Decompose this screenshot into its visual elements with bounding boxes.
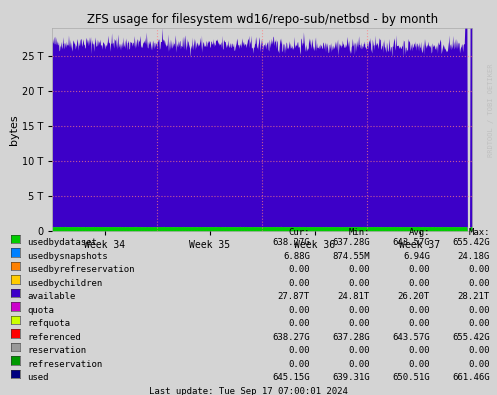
Text: Max:: Max: [469,228,490,237]
Text: referenced: referenced [27,333,81,342]
Text: 27.87T: 27.87T [278,292,310,301]
Text: 0.00: 0.00 [409,265,430,275]
Text: refquota: refquota [27,319,71,328]
Text: 0.00: 0.00 [288,360,310,369]
Text: 0.00: 0.00 [469,265,490,275]
Text: 0.00: 0.00 [348,279,370,288]
Text: 0.00: 0.00 [409,319,430,328]
Text: 26.20T: 26.20T [398,292,430,301]
Text: 6.94G: 6.94G [403,252,430,261]
Text: 874.55M: 874.55M [332,252,370,261]
Text: 0.00: 0.00 [288,346,310,356]
Text: usedbysnapshots: usedbysnapshots [27,252,108,261]
Text: 638.27G: 638.27G [272,333,310,342]
Text: Avg:: Avg: [409,228,430,237]
Text: Min:: Min: [348,228,370,237]
Text: usedbydataset: usedbydataset [27,238,97,247]
Text: 643.57G: 643.57G [392,333,430,342]
Text: reservation: reservation [27,346,86,356]
Text: Last update: Tue Sep 17 07:00:01 2024: Last update: Tue Sep 17 07:00:01 2024 [149,387,348,395]
Text: 0.00: 0.00 [348,346,370,356]
Text: 24.18G: 24.18G [458,252,490,261]
Text: 0.00: 0.00 [288,319,310,328]
Text: 0.00: 0.00 [348,265,370,275]
Text: 645.15G: 645.15G [272,373,310,382]
Text: 0.00: 0.00 [469,306,490,315]
Text: Cur:: Cur: [288,228,310,237]
Text: 0.00: 0.00 [409,279,430,288]
Text: 639.31G: 639.31G [332,373,370,382]
Text: 0.00: 0.00 [288,265,310,275]
Text: usedbyrefreservation: usedbyrefreservation [27,265,135,275]
Text: 637.28G: 637.28G [332,333,370,342]
Text: RRDTOOL / TOBI OETIKER: RRDTOOL / TOBI OETIKER [488,64,494,157]
Text: 0.00: 0.00 [348,306,370,315]
Text: 661.46G: 661.46G [452,373,490,382]
Text: 0.00: 0.00 [288,306,310,315]
Text: refreservation: refreservation [27,360,102,369]
Text: 638.27G: 638.27G [272,238,310,247]
Text: 637.28G: 637.28G [332,238,370,247]
Text: 0.00: 0.00 [348,319,370,328]
Text: available: available [27,292,76,301]
Text: 0.00: 0.00 [409,306,430,315]
Text: 6.88G: 6.88G [283,252,310,261]
Text: 655.42G: 655.42G [452,333,490,342]
Text: 0.00: 0.00 [469,279,490,288]
Text: 0.00: 0.00 [469,346,490,356]
Text: 24.81T: 24.81T [338,292,370,301]
Text: 0.00: 0.00 [409,346,430,356]
Text: used: used [27,373,49,382]
Text: quota: quota [27,306,54,315]
Text: 0.00: 0.00 [469,319,490,328]
Y-axis label: bytes: bytes [9,114,19,145]
Text: 0.00: 0.00 [469,360,490,369]
Text: 28.21T: 28.21T [458,292,490,301]
Text: 643.57G: 643.57G [392,238,430,247]
Text: 0.00: 0.00 [409,360,430,369]
Text: 655.42G: 655.42G [452,238,490,247]
Text: 0.00: 0.00 [348,360,370,369]
Title: ZFS usage for filesystem wd16/repo-sub/netbsd - by month: ZFS usage for filesystem wd16/repo-sub/n… [86,13,438,26]
Text: 650.51G: 650.51G [392,373,430,382]
Text: usedbychildren: usedbychildren [27,279,102,288]
Text: 0.00: 0.00 [288,279,310,288]
